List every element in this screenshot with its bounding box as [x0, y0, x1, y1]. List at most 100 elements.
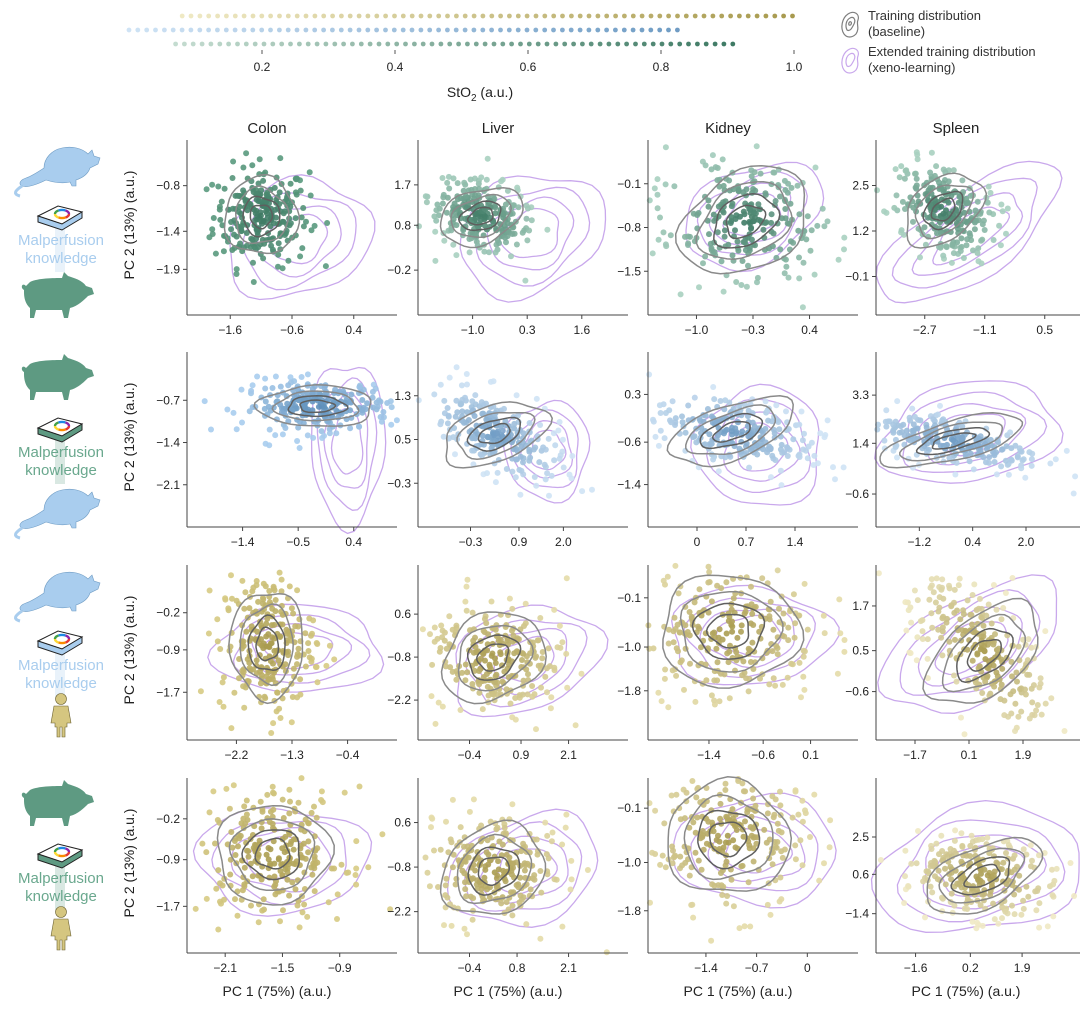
y-tick-label: −1.4	[156, 224, 180, 238]
data-point	[511, 420, 518, 427]
data-point	[288, 605, 295, 612]
colorbar-dot	[356, 27, 362, 33]
data-point	[1003, 850, 1009, 856]
data-point	[704, 406, 711, 412]
x-tick-label: −1.5	[271, 961, 295, 975]
colorbar-dot	[506, 27, 512, 33]
data-point	[499, 662, 505, 669]
axes: −2.2 −1.3 −0.4−0.2−0.9−1.7	[156, 565, 397, 762]
data-point	[999, 915, 1005, 922]
colorbar-dot	[400, 13, 406, 19]
data-point	[787, 238, 794, 245]
data-point	[1047, 460, 1054, 467]
data-point	[940, 210, 947, 217]
data-point	[747, 659, 754, 665]
data-point	[702, 441, 708, 448]
x-tick-label: −1.2	[907, 535, 931, 549]
data-point	[992, 631, 998, 638]
data-point	[509, 912, 516, 919]
colorbar-dot	[383, 27, 388, 33]
data-point	[816, 877, 823, 884]
data-point	[464, 381, 470, 388]
data-point	[662, 864, 669, 871]
data-point	[564, 684, 571, 691]
data-point	[492, 660, 499, 666]
x-tick-label: 0.9	[513, 748, 530, 762]
data-point	[814, 222, 821, 229]
data-point	[472, 392, 479, 399]
colorbar-dot	[403, 41, 408, 47]
data-point	[769, 861, 776, 868]
data-point	[912, 170, 919, 177]
data-point	[1001, 712, 1008, 719]
data-point	[520, 677, 527, 684]
data-point	[957, 616, 964, 623]
rat-icon	[14, 488, 101, 540]
data-point	[948, 259, 955, 266]
data-point	[928, 576, 935, 583]
x-tick-label: 0.4	[964, 535, 981, 549]
colorbar-dot	[241, 27, 247, 33]
data-point	[453, 252, 460, 259]
data-point	[947, 218, 954, 225]
data-point	[428, 693, 435, 700]
data-point	[799, 862, 806, 869]
data-point	[566, 471, 573, 478]
data-point	[779, 449, 786, 456]
data-point	[698, 866, 705, 873]
data-point	[456, 211, 463, 218]
data-point	[220, 674, 227, 681]
data-point	[767, 598, 774, 605]
axes: −1.7 0.1 1.91.70.5−0.6	[845, 565, 1080, 762]
data-point	[548, 694, 555, 701]
baseline-contour-line	[458, 200, 502, 231]
data-point	[652, 433, 659, 440]
data-point	[743, 283, 750, 290]
data-point	[778, 482, 785, 489]
data-point	[478, 452, 485, 459]
data-point	[1026, 449, 1033, 456]
colorbar-dot	[321, 27, 326, 33]
scatter-points	[192, 775, 394, 933]
data-point	[470, 895, 477, 902]
colorbar-dot	[615, 41, 621, 47]
data-point	[804, 213, 811, 220]
colorbar-dot	[374, 13, 380, 19]
data-point	[688, 613, 695, 620]
data-point	[459, 867, 466, 874]
data-point	[331, 656, 338, 663]
x-tick-label: 2.0	[555, 535, 572, 549]
data-point	[667, 417, 673, 424]
scatter-points	[415, 364, 595, 499]
data-point	[784, 445, 791, 452]
data-point	[1008, 710, 1015, 717]
data-point	[746, 646, 753, 653]
data-point	[287, 180, 294, 187]
data-point	[221, 185, 228, 192]
data-point	[380, 409, 387, 415]
colorbar-dot	[648, 27, 654, 33]
panel-colon: −2.2 −1.3 −0.4−0.2−0.9−1.7	[156, 565, 397, 762]
data-point	[480, 650, 487, 657]
data-point	[958, 235, 965, 242]
data-point	[524, 237, 531, 244]
data-point	[676, 629, 683, 636]
data-point	[506, 816, 513, 823]
data-point	[660, 229, 667, 236]
data-point	[939, 615, 946, 622]
data-point	[692, 698, 699, 705]
data-point	[1009, 673, 1015, 680]
data-point	[523, 666, 530, 673]
data-point	[740, 239, 747, 245]
data-point	[260, 580, 267, 587]
data-point	[798, 694, 804, 701]
legend-item-baseline: Training distribution (baseline)	[838, 8, 1078, 40]
data-point	[494, 824, 501, 831]
colorbar-dot	[719, 13, 725, 19]
xeno-contour-line	[696, 171, 808, 256]
axes: −1.2 0.4 2.03.31.4−0.6	[845, 352, 1080, 549]
data-point	[431, 624, 438, 631]
colorbar-dot	[471, 13, 477, 19]
